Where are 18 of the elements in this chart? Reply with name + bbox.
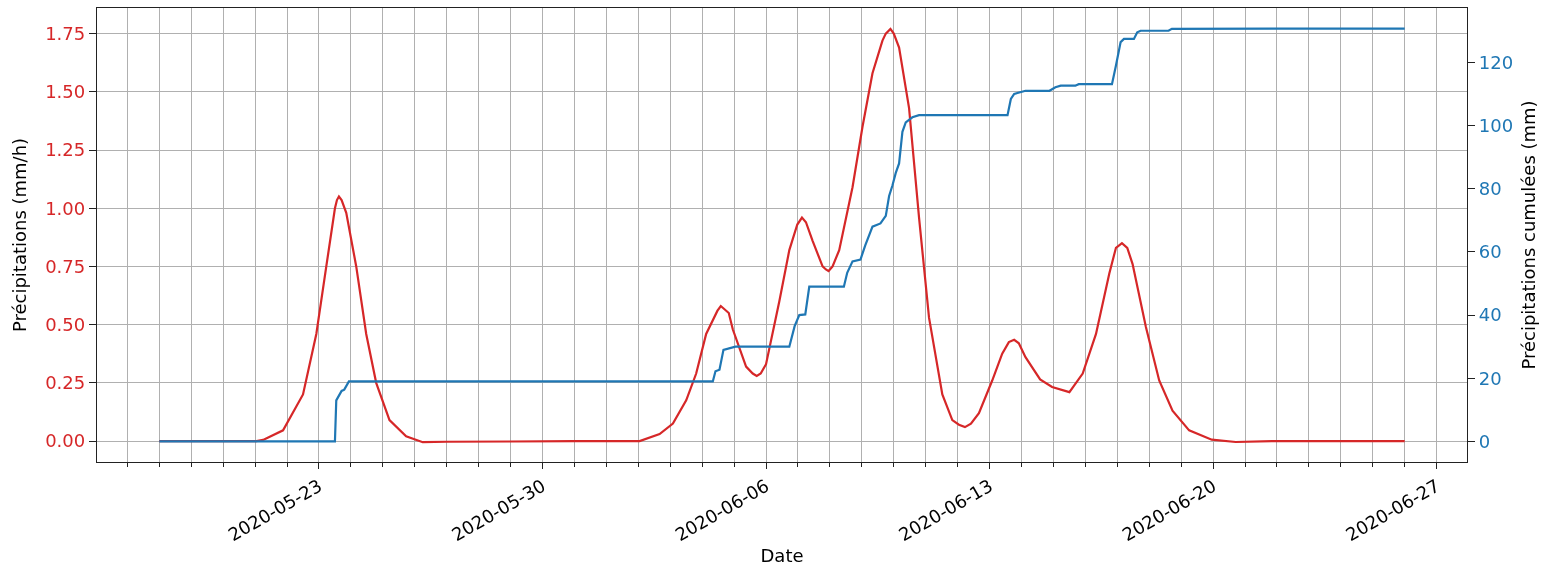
y2-tick-label: 80 bbox=[1478, 178, 1502, 200]
y2-tick-label: 20 bbox=[1478, 367, 1502, 389]
y2-tick-label: 100 bbox=[1478, 114, 1514, 136]
y-tick-label: 0.25 bbox=[45, 372, 86, 394]
y-tick-label: 0.50 bbox=[45, 313, 86, 335]
y-tick-label: 0.75 bbox=[45, 255, 86, 277]
y-tick-label: 0.00 bbox=[45, 430, 86, 452]
y-tick-label: 1.75 bbox=[45, 22, 86, 44]
y2-axis-title: Précipitations cumulées (mm) bbox=[1518, 100, 1540, 370]
y2-tick-label: 0 bbox=[1478, 430, 1491, 452]
y2-tick-label: 120 bbox=[1478, 51, 1514, 73]
y-tick-label: 1.00 bbox=[45, 197, 86, 219]
y2-tick-label: 40 bbox=[1478, 304, 1502, 326]
y-tick-label: 1.50 bbox=[45, 81, 86, 103]
y-tick-label: 1.25 bbox=[45, 139, 86, 161]
y-axis-title: Précipitations (mm/h) bbox=[9, 137, 31, 333]
x-axis-title: Date bbox=[760, 545, 804, 567]
y2-tick-label: 60 bbox=[1478, 241, 1502, 263]
